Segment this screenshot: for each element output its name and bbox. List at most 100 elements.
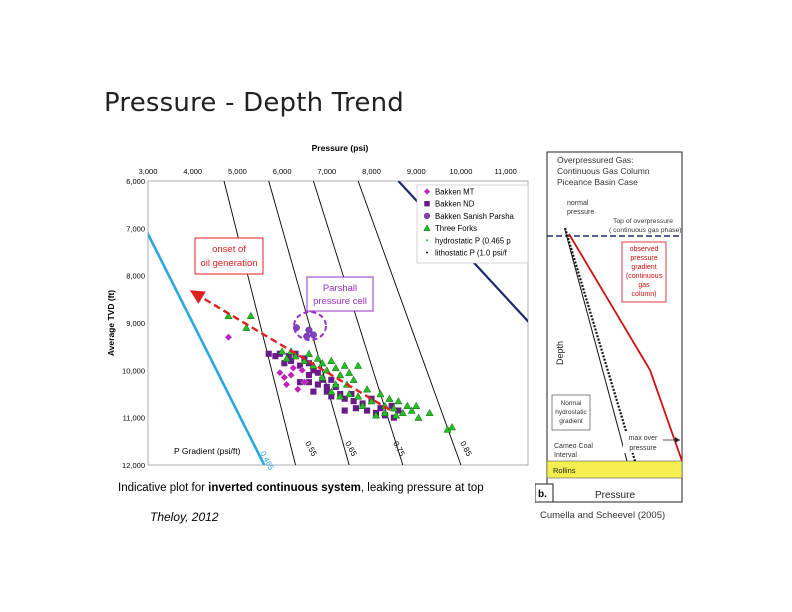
data-point — [289, 364, 298, 372]
data-point — [367, 396, 376, 405]
y-axis-title: Average TVD (ft) — [106, 290, 116, 356]
data-point — [358, 401, 367, 409]
data-point — [305, 360, 313, 367]
data-point — [407, 406, 416, 414]
caption-bold: inverted continuous system — [208, 482, 361, 494]
caption-suffix: , leaking pressure at top — [360, 482, 484, 494]
onset-line-1: onset of — [212, 244, 246, 255]
legend-marker — [426, 251, 428, 254]
legend-entry-label: lithostatic P (1.0 psi/f — [435, 249, 508, 258]
data-point — [298, 366, 307, 375]
data-point — [296, 362, 304, 369]
cameo-line-1: Cameo Coal — [554, 443, 593, 450]
data-point — [341, 395, 348, 402]
gradient-value-label: 0.55 — [303, 440, 319, 458]
data-point — [331, 380, 340, 388]
data-point — [246, 311, 255, 320]
data-point — [328, 376, 335, 383]
gradient-line — [148, 231, 266, 465]
observed-label-line: pressure — [630, 255, 657, 262]
x-tick-labels: 3,000 4,000 5,000 6,000 7,000 8,000 9,000 10,00… — [139, 167, 517, 176]
x-axis-title: Pressure (psi) — [312, 143, 369, 153]
observed-label-line: (continuous — [626, 273, 663, 280]
observed-label: observed pressure gradient (continuous gas co… — [621, 241, 667, 303]
rollins-band — [546, 460, 683, 479]
data-point — [425, 408, 434, 417]
normal-hydrostatic-label: Normal hydrostatic gradient — [551, 394, 591, 431]
y-tick-labels: 6,000 7,000 8,000 9,000 10,000 11,000 12,000 — [122, 177, 145, 470]
panel-label-box — [535, 483, 554, 503]
data-point — [341, 407, 348, 414]
legend-entry-label: Bakken MT — [435, 188, 475, 197]
normal-pressure-line-2: pressure — [567, 209, 594, 216]
normal-pressure-line-1: normal — [567, 200, 589, 207]
citation-left: Theloy, 2012 — [150, 510, 219, 524]
data-point — [304, 349, 313, 357]
data-point — [336, 370, 345, 379]
x-tick-label: 10,000 — [449, 167, 472, 176]
observed-label-line: column) — [632, 291, 657, 298]
data-point — [309, 331, 317, 339]
data-point — [377, 405, 384, 412]
data-point — [287, 357, 295, 364]
data-point — [385, 394, 394, 402]
plot-frame — [147, 180, 529, 466]
onset-annotation: onset of oil generation — [194, 237, 264, 275]
top-overpressure-line-1: Top of overpressure — [613, 218, 673, 225]
data-point — [345, 389, 354, 398]
y-tick-label: 12,000 — [122, 461, 145, 470]
max-over-line-2: pressure — [629, 445, 656, 452]
data-point — [314, 381, 321, 388]
y-tick-label: 8,000 — [126, 272, 145, 281]
legend-marker — [423, 224, 431, 231]
normal-hydro-line-1: Normal — [561, 400, 583, 407]
data-point — [327, 387, 336, 395]
data-point — [412, 401, 421, 409]
legend-entry-label: Bakken ND — [435, 200, 475, 209]
data-point — [224, 311, 233, 320]
y-tick-label: 9,000 — [126, 319, 145, 328]
data-point — [287, 371, 295, 379]
legend-marker — [426, 239, 428, 242]
data-point — [376, 389, 385, 398]
max-over-line-1: max over — [629, 435, 658, 442]
legend-marker — [423, 212, 431, 220]
data-point — [395, 407, 402, 414]
diagram-title-2: Continuous Gas Column — [557, 166, 650, 176]
gradient-line — [223, 181, 296, 465]
y-tick-label: 7,000 — [126, 224, 145, 233]
legend-entry-label: Three Forks — [435, 224, 477, 233]
trend-arrow — [189, 290, 391, 412]
data-point — [305, 379, 313, 386]
top-overpressure-line-2: ( continuous gas phase) — [609, 227, 682, 234]
parshall-line-2: pressure cell — [313, 296, 367, 307]
data-point — [394, 396, 403, 405]
data-point — [352, 405, 359, 412]
gradient-value-label: 0.85 — [458, 440, 474, 458]
data-point — [328, 393, 335, 400]
data-point — [313, 354, 322, 362]
data-point — [296, 379, 304, 386]
data-point — [276, 368, 284, 377]
data-point — [363, 407, 371, 414]
data-point — [392, 411, 401, 419]
data-point — [300, 378, 309, 386]
data-point — [327, 356, 336, 364]
data-point — [303, 332, 311, 340]
y-tick-label: 11,000 — [123, 414, 145, 423]
legend-marker — [424, 200, 430, 207]
slide-title: Pressure - Depth Trend — [104, 88, 404, 118]
data-point — [272, 353, 279, 360]
max-over-label: max over pressure — [623, 431, 663, 453]
x-tick-label: 8,000 — [362, 167, 381, 176]
gradient-line — [312, 181, 404, 465]
pressure-axis-label: Pressure — [595, 490, 635, 501]
gradient-line — [268, 181, 350, 465]
data-point — [398, 408, 407, 417]
normal-pressure-label: normal pressure — [567, 200, 594, 216]
data-point — [403, 401, 412, 409]
data-point — [380, 408, 389, 417]
parshall-line-1: Parshall — [323, 283, 357, 294]
cameo-label: Cameo Coal Interval — [554, 443, 593, 459]
data-point — [310, 367, 317, 374]
